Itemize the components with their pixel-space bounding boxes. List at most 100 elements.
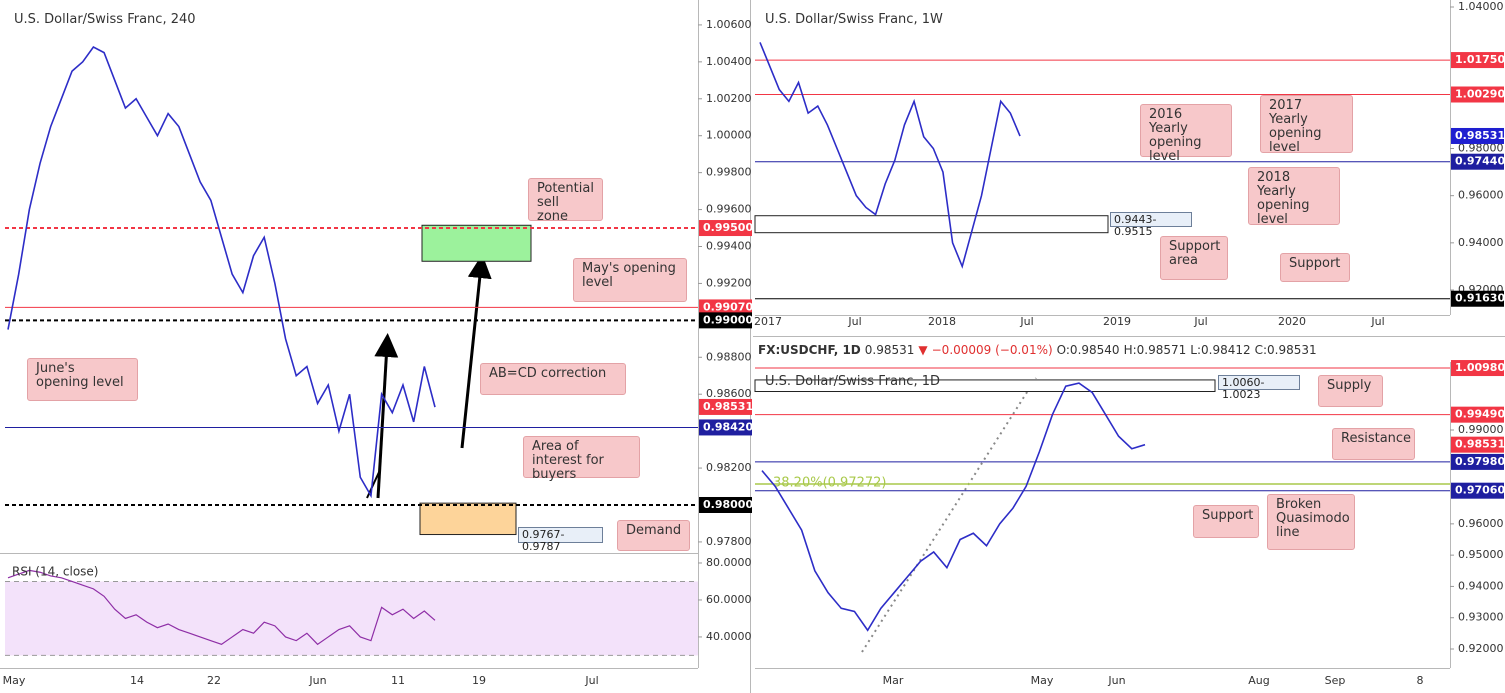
price-line (759, 42, 1021, 269)
x-tick-label: Aug (1248, 674, 1269, 687)
callout: 2018 Yearly opening level (1248, 167, 1340, 227)
callout: Support area (1160, 236, 1228, 280)
price-tag (1451, 153, 1504, 170)
price-tag-label: 0.98531 (1455, 129, 1505, 142)
price-tag (699, 312, 752, 329)
price-tag (699, 299, 752, 316)
chart-title: U.S. Dollar/Swiss Franc, 1W (765, 12, 943, 27)
price-tag (1451, 406, 1504, 423)
price-tag-label: 0.99500 (703, 221, 753, 234)
x-tick-label: Jun (308, 674, 326, 687)
x-tick-label: 2019 (1103, 315, 1131, 328)
price-tag (699, 496, 752, 513)
rsi-band (5, 581, 698, 656)
header-field: O:0.98540 (1056, 343, 1120, 357)
callout: Supply (1318, 375, 1383, 407)
price-tag-label: 0.99490 (1455, 408, 1505, 421)
x-tick-label: 19 (472, 674, 486, 687)
price-tag (1451, 52, 1504, 69)
zone-label: 0.9443-0.9515 (1110, 212, 1192, 238)
x-tick-label: Jul (1019, 315, 1033, 328)
price-tag-label: 1.00290 (1455, 87, 1505, 100)
zone (754, 379, 1216, 393)
x-tick-label: Jun (1107, 674, 1125, 687)
header-field: ▼ (918, 343, 928, 357)
symbol-header: FX:USDCHF, 1D 0.98531 ▼ −0.00009 (−0.01%) O:… (758, 343, 1321, 357)
chart-title: U.S. Dollar/Swiss Franc, 240 (14, 12, 196, 27)
header-field: FX:USDCHF, 1D (758, 343, 861, 357)
y-tick-label: 0.98800 (706, 350, 752, 363)
y-tick-label: 0.94000 (1458, 236, 1504, 249)
trend-line (861, 377, 1037, 653)
price-tag-label: 0.99000 (703, 313, 753, 326)
y-tick-label: 0.97800 (706, 535, 752, 548)
price-tag (1451, 453, 1504, 470)
price-tag (1451, 482, 1504, 499)
callout: 2017 Yearly opening level (1260, 95, 1353, 155)
x-tick-label: Jul (1193, 315, 1207, 328)
x-tick-label: 11 (391, 674, 405, 687)
zone-label: 0.9767-0.9787 (518, 527, 603, 553)
x-tick-label: 2020 (1278, 315, 1306, 328)
price-tag-label: 0.98531 (1455, 438, 1505, 451)
callout: 2016 Yearly opening level (1140, 104, 1232, 164)
header-field: −0.00009 (−0.01%) (931, 343, 1053, 357)
price-tag-label: 0.98000 (703, 498, 753, 511)
y-tick-label: 0.99800 (706, 166, 752, 179)
callout: Broken Quasimodo line (1267, 494, 1355, 550)
price-tag-label: 0.98420 (703, 420, 753, 433)
callout: Resistance (1332, 428, 1415, 460)
x-tick-label: May (3, 674, 26, 687)
header-field: H:0.98571 (1123, 343, 1187, 357)
callout: Support (1193, 505, 1259, 538)
price-tag-label: 0.91630 (1455, 292, 1505, 305)
x-tick-label: May (1031, 674, 1054, 687)
x-tick-label: Jul (584, 674, 598, 687)
callout: AB=CD correction (480, 363, 626, 395)
header-field: C:0.98531 (1254, 343, 1317, 357)
price-tag (699, 220, 752, 237)
y-tick-label: 0.92000 (1458, 642, 1504, 655)
y-tick-label: 0.93000 (1458, 611, 1504, 624)
callout: Support (1280, 253, 1350, 282)
y-tick-label: 0.99400 (706, 239, 752, 252)
price-tag-label: 0.97980 (1455, 455, 1505, 468)
y-tick-label: 0.99200 (706, 276, 752, 289)
y-tick-label: 0.98600 (706, 387, 752, 400)
price-tag-label: 0.97060 (1455, 484, 1505, 497)
price-tag-label: 0.98531 (703, 400, 753, 413)
y-tick-label: 0.94000 (1458, 579, 1504, 592)
callout: Potential sell zone (528, 178, 603, 224)
price-tag-label: 1.00980 (1455, 361, 1505, 374)
callout: Area of interest for buyers (523, 436, 640, 482)
callout: Demand (617, 520, 690, 551)
y-tick-label: 1.04000 (1458, 0, 1504, 13)
callout: June's opening level (27, 358, 138, 401)
price-tag-label: 1.01750 (1455, 53, 1505, 66)
y-tick-label: 0.98200 (706, 461, 752, 474)
y-tick-label: 60.0000 (706, 593, 752, 606)
rsi-line (7, 569, 436, 646)
arrow (460, 254, 492, 449)
price-line (761, 382, 1146, 632)
y-tick-label: 1.00400 (706, 55, 752, 68)
x-tick-label: 2018 (928, 315, 956, 328)
price-tag (1451, 127, 1504, 144)
x-tick-label: Mar (883, 674, 904, 687)
price-tag (699, 398, 752, 415)
x-tick-label: Sep (1325, 674, 1346, 687)
x-tick-label: 22 (207, 674, 221, 687)
rsi-label: RSI (14, close) (12, 565, 98, 579)
zone (421, 224, 532, 262)
x-tick-label: 8 (1417, 674, 1424, 687)
chart-title: U.S. Dollar/Swiss Franc, 1D (765, 374, 940, 389)
y-tick-label: 0.95000 (1458, 548, 1504, 561)
price-tag-label: 0.99070 (703, 300, 753, 313)
price-tag (699, 419, 752, 436)
y-tick-label: 0.99600 (706, 203, 752, 216)
y-tick-label: 40.0000 (706, 630, 752, 643)
callout: May's opening level (573, 258, 687, 302)
y-tick-label: 80.0000 (706, 556, 752, 569)
